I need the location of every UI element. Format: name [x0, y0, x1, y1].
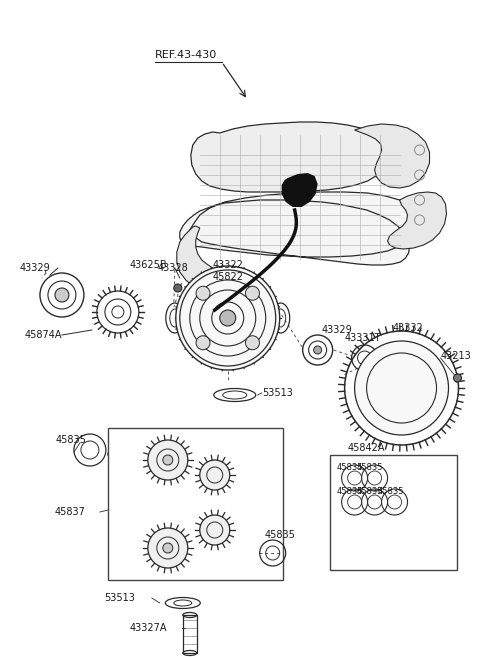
Bar — [183, 615, 197, 653]
Polygon shape — [282, 173, 318, 207]
Polygon shape — [191, 122, 385, 192]
Circle shape — [174, 284, 182, 292]
Text: 45835: 45835 — [378, 487, 404, 497]
Text: 43625B: 43625B — [130, 260, 168, 270]
Circle shape — [196, 336, 210, 350]
Text: 45835: 45835 — [56, 435, 87, 445]
Text: 45835: 45835 — [336, 487, 363, 497]
Circle shape — [220, 310, 236, 326]
Bar — [330, 455, 457, 570]
Circle shape — [163, 543, 173, 553]
Text: REF.43-430: REF.43-430 — [155, 50, 217, 60]
Text: 43332: 43332 — [393, 323, 423, 333]
Circle shape — [200, 515, 230, 545]
Text: 45837: 45837 — [55, 507, 86, 517]
Text: 43329: 43329 — [20, 263, 51, 273]
Circle shape — [454, 374, 461, 382]
Circle shape — [55, 288, 69, 302]
Text: 53513: 53513 — [104, 593, 135, 603]
Text: 45835: 45835 — [336, 463, 363, 472]
Text: 43327A: 43327A — [130, 623, 168, 633]
Circle shape — [163, 455, 173, 465]
Circle shape — [245, 286, 260, 300]
Polygon shape — [355, 124, 430, 188]
Text: 43322: 43322 — [213, 260, 244, 270]
Bar — [108, 428, 283, 580]
Text: 45835: 45835 — [357, 487, 383, 497]
Circle shape — [148, 528, 188, 568]
Text: 43328: 43328 — [158, 263, 189, 273]
Text: 43329: 43329 — [322, 325, 352, 335]
Circle shape — [355, 341, 448, 435]
Circle shape — [313, 346, 322, 354]
Text: 43331T: 43331T — [345, 333, 381, 343]
Circle shape — [245, 336, 260, 350]
Text: 45842A: 45842A — [348, 443, 385, 453]
Circle shape — [200, 460, 230, 490]
Text: 53513: 53513 — [262, 388, 293, 398]
Circle shape — [196, 286, 210, 300]
Circle shape — [176, 266, 280, 370]
Text: 45835: 45835 — [264, 530, 296, 540]
Text: 43213: 43213 — [441, 351, 471, 361]
Polygon shape — [387, 192, 446, 249]
Polygon shape — [180, 192, 411, 265]
Polygon shape — [177, 226, 220, 292]
Text: 45822: 45822 — [213, 272, 244, 282]
Text: 45835: 45835 — [357, 463, 383, 472]
Circle shape — [148, 440, 188, 480]
Text: 45874A: 45874A — [25, 330, 62, 340]
